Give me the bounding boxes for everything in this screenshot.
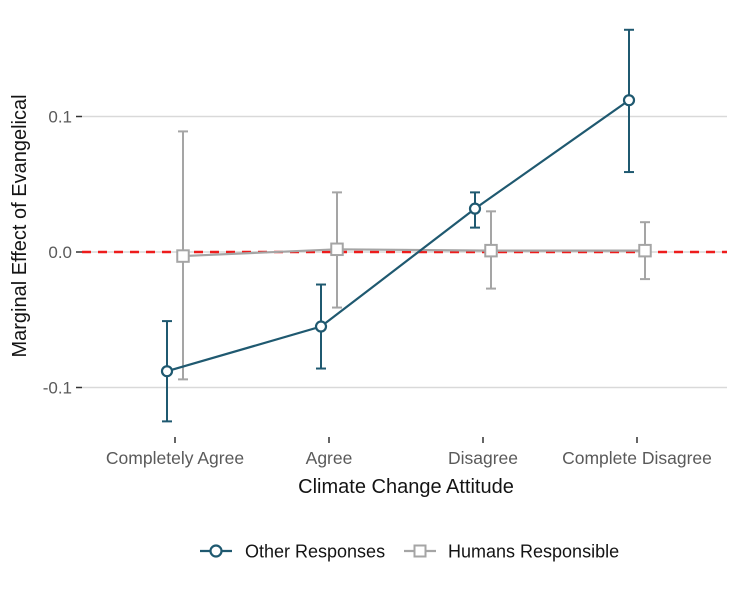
point-humans-responsible-complete-disagree	[638, 243, 652, 258]
legend: Other Responses Humans Responsible	[200, 542, 619, 562]
y-tick-label: 0.0	[48, 243, 72, 262]
point-humans-responsible-disagree	[484, 243, 498, 258]
y-tick-label: -0.1	[43, 379, 72, 398]
x-tick-label: Completely Agree	[106, 448, 244, 468]
legend-item-other-responses: Other Responses	[200, 542, 385, 562]
legend-square-marker-icon	[413, 544, 427, 558]
legend-item-humans-responsible: Humans Responsible	[404, 542, 619, 562]
legend-label-other-responses: Other Responses	[245, 542, 385, 562]
legend-circle-marker-icon	[209, 544, 223, 558]
point-other-responses-agree	[314, 320, 328, 333]
series-other-responses	[160, 28, 636, 423]
point-humans-responsible-completely-agree	[176, 249, 190, 263]
point-humans-responsible-agree	[330, 242, 344, 257]
x-axis-title: Climate Change Attitude	[298, 476, 514, 498]
x-tick-label: Complete Disagree	[562, 448, 712, 468]
x-tick-label: Agree	[306, 448, 353, 468]
y-axis-title: Marginal Effect of Evangelical	[9, 94, 31, 357]
series-line-humans-responsible	[182, 248, 645, 258]
point-other-responses-completely-agree	[160, 365, 174, 378]
series-line-other-responses	[166, 99, 630, 373]
point-other-responses-complete-disagree	[622, 94, 636, 107]
legend-label-humans-responsible: Humans Responsible	[448, 542, 619, 562]
point-other-responses-disagree	[468, 202, 482, 215]
x-tick-label: Disagree	[448, 448, 518, 468]
series-layer	[160, 28, 652, 423]
y-tick-label: 0.1	[48, 108, 72, 127]
series-humans-responsible	[176, 130, 652, 381]
axes-layer: 0.1 0.0 -0.1 Completely Agree Agree Disagree C…	[43, 108, 712, 469]
